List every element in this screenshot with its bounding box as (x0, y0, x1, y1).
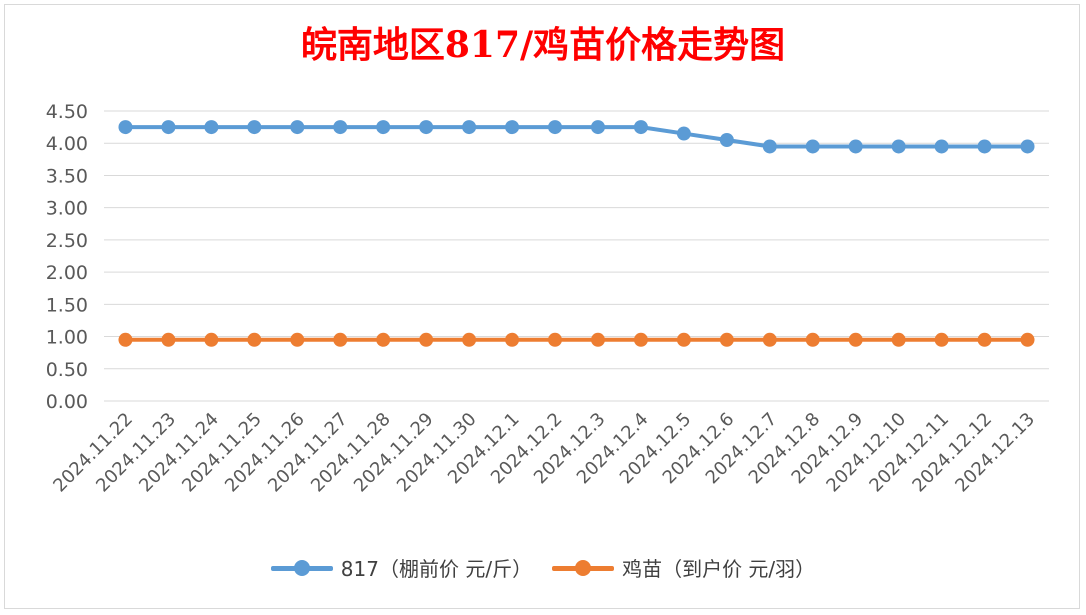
series-1-point (719, 332, 734, 347)
series-1-point (633, 332, 648, 347)
series-0-point (676, 126, 691, 141)
series-1-point (419, 332, 434, 347)
series-0-point (333, 120, 348, 135)
y-tick-label: 0.00 (46, 391, 88, 413)
series-1-point (204, 332, 219, 347)
series-0-point (290, 120, 305, 135)
series-1-point (934, 332, 949, 347)
series-1-point (590, 332, 605, 347)
series-line-0 (123, 125, 1030, 149)
y-tick-label: 1.50 (46, 294, 88, 316)
y-tick-label: 1.00 (46, 327, 88, 349)
series-1-point (762, 332, 777, 347)
series-0-point (633, 120, 648, 135)
series-1-point (376, 332, 391, 347)
series-0-point (118, 120, 133, 135)
legend-label-817: 817（棚前价 元/斤） (340, 557, 533, 581)
series-0-point (419, 120, 434, 135)
chart-title: 皖南地区817/鸡苗价格走势图 (300, 24, 786, 66)
series-1-point (333, 332, 348, 347)
series-1-point (676, 332, 691, 347)
chart-frame (4, 4, 1080, 609)
series-0-point (977, 139, 992, 154)
series-0-point (762, 139, 777, 154)
y-tick-label: 3.00 (46, 198, 88, 220)
series-0-point (204, 120, 219, 135)
legend-swatch-817 (270, 558, 333, 578)
series-1-point (848, 332, 863, 347)
legend-label-chick: 鸡苗（到户价 元/羽） (622, 557, 816, 581)
series-1-point (118, 332, 133, 347)
y-tick-label: 3.50 (46, 165, 88, 187)
y-tick-label: 0.50 (46, 359, 88, 381)
x-axis: 2024.11.222024.11.232024.11.242024.11.25… (49, 409, 1039, 497)
series-group (118, 120, 1035, 347)
series-1-point (548, 332, 563, 347)
series-0-point (848, 139, 863, 154)
series-1-point (891, 332, 906, 347)
series-0-point (376, 120, 391, 135)
series-1-point (247, 332, 262, 347)
series-1-point (805, 332, 820, 347)
series-1-point (290, 332, 305, 347)
y-tick-label: 2.50 (46, 230, 88, 252)
series-0-point (462, 120, 477, 135)
series-0-point (719, 133, 734, 147)
series-0-point (505, 120, 520, 135)
series-0-point (161, 120, 176, 135)
legend-swatch-chick (552, 558, 615, 578)
series-0-point (805, 139, 820, 154)
series-0-point (1020, 139, 1035, 154)
legend: 817（棚前价 元/斤） 鸡苗（到户价 元/羽） (0, 553, 1086, 582)
series-0-point (590, 120, 605, 135)
legend-item-817: 817（棚前价 元/斤） (270, 553, 533, 582)
series-0-point (934, 139, 949, 154)
y-tick-label: 4.00 (46, 133, 88, 155)
series-1-point (462, 332, 477, 347)
y-tick-label: 4.50 (46, 101, 88, 123)
y-tick-label: 2.00 (46, 262, 88, 284)
series-0-point (548, 120, 563, 135)
series-0-point (247, 120, 262, 135)
series-1-point (977, 332, 992, 347)
series-0-point (891, 139, 906, 154)
y-axis: 0.00 0.50 1.00 1.50 2.00 2.50 3.00 3.50 4.00 4.50 (46, 101, 88, 413)
grid-lines (104, 110, 1049, 402)
series-1-point (1020, 332, 1035, 347)
series-1-point (505, 332, 520, 347)
series-1-point (161, 332, 176, 347)
legend-item-chick: 鸡苗（到户价 元/羽） (552, 553, 815, 582)
